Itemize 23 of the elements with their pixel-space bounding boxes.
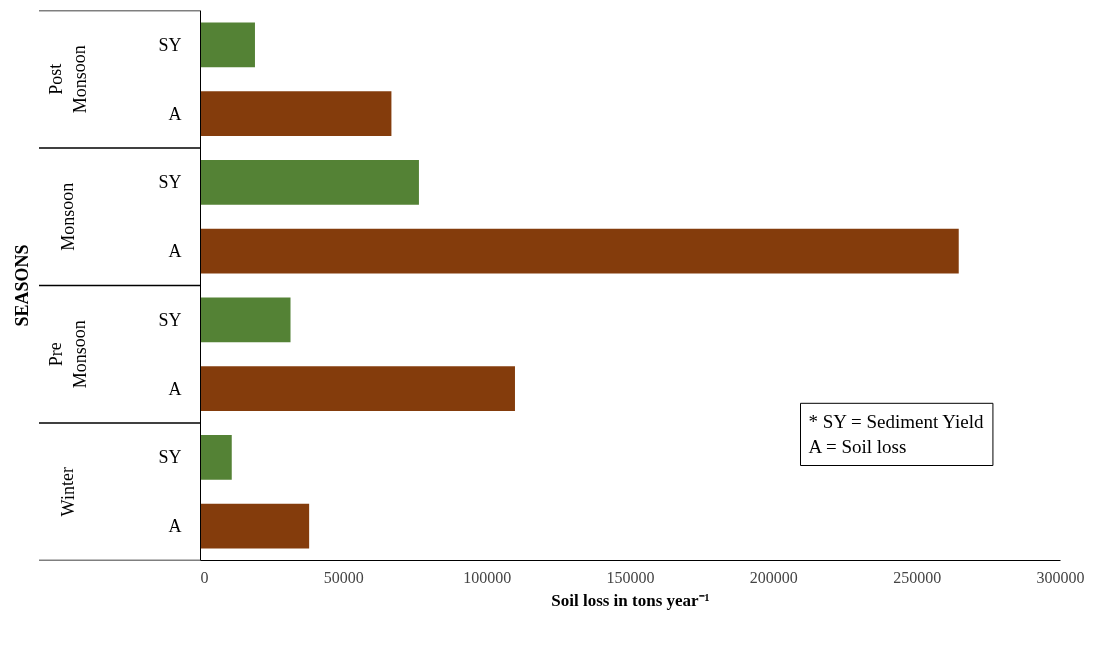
text: SEASONS (11, 244, 32, 327)
y-tick-label: A (168, 516, 182, 537)
text: Pre Monsoon (45, 320, 90, 389)
text: Post Monsoon (45, 45, 90, 114)
y-tick-label: SY (158, 309, 182, 330)
y-tick-label: SY (158, 172, 182, 193)
y-tick-label: A (168, 241, 182, 262)
x-tick-label: 50000 (323, 568, 364, 586)
y-tick-label: A (168, 378, 182, 399)
x-axis-title: Soil loss in tons year⁻¹ (551, 590, 710, 610)
x-tick-label: 300000 (1036, 568, 1085, 586)
annotation: A = Soil loss (808, 436, 907, 458)
y-tick-label: A (168, 103, 182, 124)
annotation: * SY = Sediment Yield (808, 411, 985, 433)
y-tick-label: SY (158, 447, 182, 468)
x-tick-label: 150000 (606, 568, 655, 586)
text: Winter (57, 467, 78, 517)
x-tick-label: 100000 (463, 568, 512, 586)
x-tick-label: 0 (200, 568, 209, 586)
x-tick-label: 200000 (749, 568, 798, 586)
text: Monsoon (57, 182, 78, 251)
x-tick-label: 250000 (893, 568, 942, 586)
y-tick-label: SY (158, 34, 182, 55)
